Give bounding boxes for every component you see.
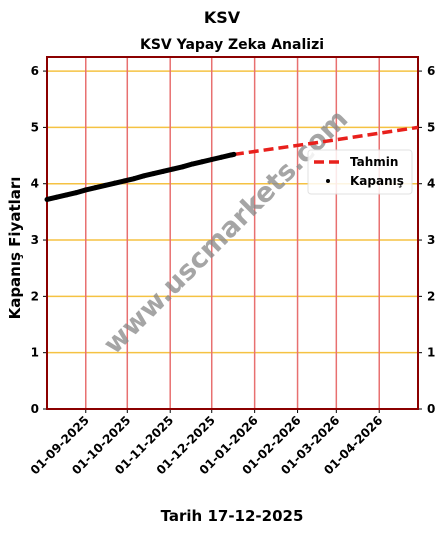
y-tick-label-right: 4	[427, 177, 435, 191]
y-tick-label: 6	[31, 64, 39, 78]
close-point	[189, 161, 195, 167]
x-axis-label: Tarih 17-12-2025	[161, 507, 304, 525]
plot-border	[46, 56, 419, 410]
y-tick-label-right: 1	[427, 346, 435, 360]
close-point	[180, 164, 186, 170]
close-point	[83, 187, 89, 193]
chart-title: KSV Yapay Zeka Analizi	[140, 37, 324, 53]
y-tick-label-right: 0	[427, 402, 435, 416]
close-point	[170, 166, 176, 172]
close-point	[102, 182, 108, 188]
close-point	[151, 171, 157, 177]
y-tick-label: 2	[31, 289, 39, 303]
y-tick-label: 4	[31, 177, 39, 191]
y-tick-label: 5	[31, 120, 39, 134]
legend-swatch	[326, 179, 330, 183]
close-point	[160, 168, 166, 174]
y-tick-label-right: 2	[427, 289, 435, 303]
close-point	[44, 196, 50, 202]
close-point	[141, 173, 147, 179]
y-tick-label: 0	[31, 402, 39, 416]
y-axis-label: Kapanış Fiyatları	[6, 177, 24, 320]
suptitle: KSV	[204, 8, 241, 27]
legend-label: Kapanış	[350, 174, 404, 188]
y-tick-label: 3	[31, 233, 39, 247]
close-point	[63, 192, 69, 198]
close-point	[209, 157, 215, 163]
close-point	[73, 190, 79, 196]
close-point	[131, 176, 137, 182]
forecast-line	[233, 125, 419, 157]
close-point	[199, 159, 205, 165]
y-tick-label: 1	[31, 346, 39, 360]
close-point	[218, 154, 224, 160]
close-point	[112, 180, 118, 186]
close-point	[231, 151, 237, 157]
legend-label: Tahmin	[350, 155, 398, 169]
y-tick-label-right: 3	[427, 233, 435, 247]
close-point	[54, 194, 60, 200]
close-point	[122, 178, 128, 184]
close-point	[92, 185, 98, 191]
y-tick-label-right: 6	[427, 64, 435, 78]
y-tick-label-right: 5	[427, 120, 435, 134]
